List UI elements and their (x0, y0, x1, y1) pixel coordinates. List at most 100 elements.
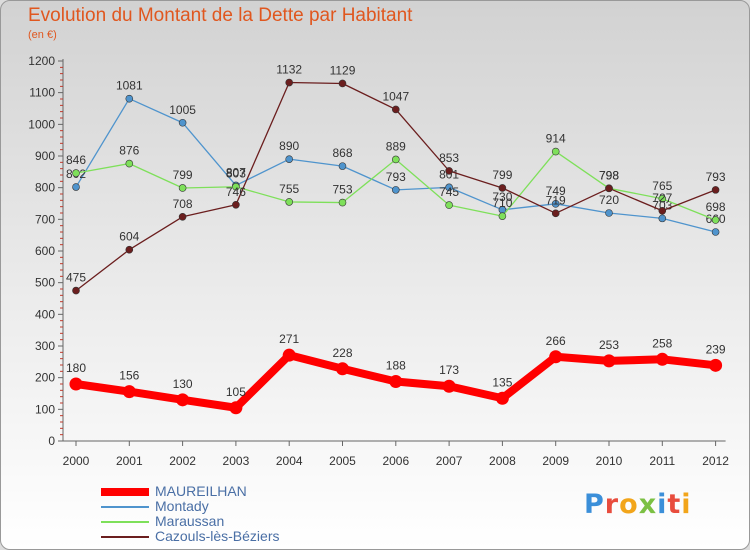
data-point (445, 167, 453, 175)
data-label: 807 (226, 165, 246, 179)
data-point (389, 374, 403, 388)
x-tick-label: 2006 (382, 454, 409, 468)
data-point (72, 169, 80, 177)
logo-letter: t (667, 489, 682, 520)
data-label: 708 (173, 197, 193, 211)
data-point (498, 184, 507, 192)
data-point (605, 184, 613, 193)
data-point (178, 118, 187, 127)
data-point (285, 78, 294, 87)
data-label: 793 (706, 170, 726, 184)
logo-letter: r (604, 489, 620, 520)
data-label: 253 (599, 338, 619, 352)
data-label: 173 (439, 363, 459, 377)
data-label: 765 (652, 179, 672, 193)
data-label: 698 (706, 200, 726, 214)
data-point (338, 79, 347, 88)
data-point (285, 198, 294, 206)
data-label: 135 (492, 375, 512, 389)
data-point (72, 286, 80, 295)
data-point (72, 183, 80, 191)
logo-letter: x (638, 489, 658, 520)
data-point (658, 206, 667, 215)
x-tick-label: 2012 (702, 454, 729, 468)
legend-swatch (101, 536, 149, 538)
data-point (658, 214, 667, 223)
data-point (711, 216, 720, 224)
x-tick-label: 2011 (649, 454, 675, 468)
x-tick-label: 2004 (276, 454, 303, 468)
y-tick-label: 700 (35, 212, 55, 226)
x-tick-label: 2005 (329, 454, 356, 468)
data-label: 846 (66, 153, 86, 167)
data-label: 753 (332, 183, 352, 197)
data-point (391, 155, 400, 164)
y-tick-label: 400 (35, 307, 55, 321)
chart-title: Evolution du Montant de la Dette par Hab… (28, 5, 413, 26)
data-point (498, 212, 507, 220)
data-label: 746 (226, 185, 246, 199)
x-tick-label: 2003 (223, 454, 250, 468)
data-point (178, 184, 187, 192)
data-point (551, 209, 560, 218)
data-point (176, 393, 190, 407)
data-point (711, 186, 720, 194)
data-point (285, 155, 294, 163)
proxiti-logo: Proxiti (584, 489, 692, 520)
data-point (338, 198, 347, 207)
data-label: 799 (492, 168, 512, 182)
data-label: 188 (386, 358, 406, 372)
data-label: 130 (173, 377, 193, 391)
legend-label: MAUREILHAN (155, 483, 247, 499)
data-label: 105 (226, 385, 246, 399)
data-point (125, 159, 134, 168)
logo-letter: i (657, 489, 668, 520)
data-point (549, 350, 563, 364)
data-point (551, 147, 560, 156)
data-label: 799 (173, 168, 193, 182)
data-label: 890 (279, 139, 299, 153)
data-label: 914 (546, 132, 566, 146)
y-tick-label: 500 (35, 276, 55, 290)
y-tick-label: 300 (35, 339, 55, 353)
data-point (282, 348, 296, 362)
legend-label: Cazouls-lès-Béziers (155, 528, 280, 544)
data-point (442, 379, 456, 393)
data-point (338, 162, 347, 170)
data-label: 156 (119, 369, 139, 383)
y-tick-label: 900 (35, 149, 55, 163)
data-point (232, 182, 240, 191)
data-label: 710 (492, 196, 512, 210)
data-point (232, 200, 240, 209)
data-label: 180 (66, 361, 86, 375)
data-point (229, 401, 243, 415)
data-label: 798 (599, 168, 619, 182)
data-label: 803 (226, 167, 246, 181)
data-label: 720 (599, 193, 619, 207)
data-label: 239 (706, 342, 726, 356)
data-point (336, 362, 349, 376)
data-label: 719 (546, 193, 566, 207)
data-label: 1047 (382, 89, 409, 103)
data-point (655, 352, 669, 366)
legend-swatch (101, 506, 149, 508)
data-point (391, 186, 400, 194)
y-tick-label: 100 (35, 402, 55, 416)
logo-letter: P (584, 489, 605, 520)
legend-swatch (101, 488, 149, 496)
x-tick-label: 2010 (596, 454, 623, 468)
data-label: 258 (652, 336, 672, 350)
data-label: 271 (279, 332, 299, 346)
data-point (605, 209, 613, 217)
x-tick-label: 2009 (542, 454, 569, 468)
data-label: 876 (119, 144, 139, 158)
x-tick-label: 2000 (63, 454, 90, 468)
data-label: 266 (546, 334, 566, 348)
data-label: 1005 (169, 103, 196, 117)
data-label: 228 (332, 346, 352, 360)
x-tick-label: 2001 (116, 454, 143, 468)
data-point (391, 105, 400, 114)
data-label: 755 (279, 182, 299, 196)
